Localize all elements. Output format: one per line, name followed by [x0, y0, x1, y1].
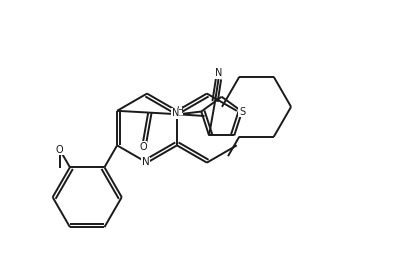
Text: N: N [141, 157, 149, 167]
Text: O: O [56, 145, 63, 155]
Text: N: N [171, 108, 178, 118]
Text: N: N [214, 68, 222, 78]
Text: S: S [238, 106, 244, 116]
Text: O: O [139, 142, 147, 152]
Text: H: H [175, 106, 182, 115]
